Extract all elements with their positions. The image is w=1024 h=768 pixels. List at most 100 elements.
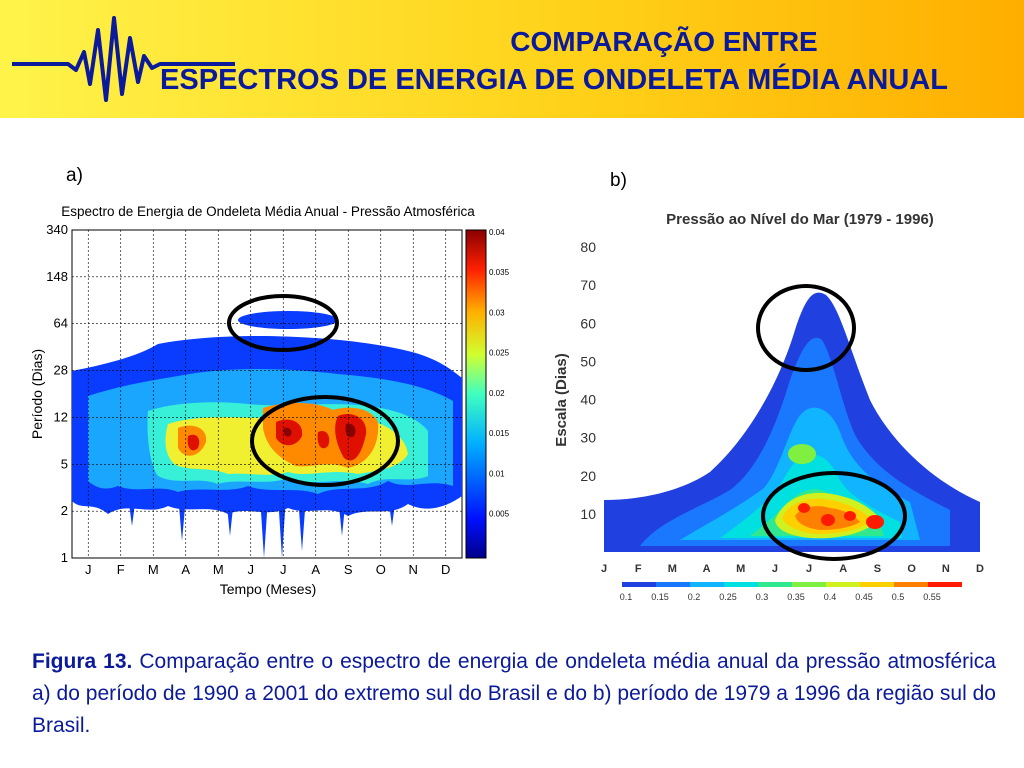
chart-a-xtick: J: [280, 562, 287, 577]
chart-b-ytick: 60: [580, 315, 596, 331]
figure-caption: Figura 13. Comparação entre o espectro d…: [32, 646, 996, 742]
chart-a-ytick: 2: [61, 503, 68, 518]
chart-b-colorbar-tick: 0.25: [719, 592, 737, 602]
chart-a-ytick: 28: [54, 363, 68, 378]
chart-b-annotation-ellipse-1: [756, 284, 856, 372]
chart-b-ytick: 40: [580, 392, 596, 408]
heat-b-peak-2: [821, 514, 835, 526]
heat-red: [187, 414, 367, 461]
chart-b: Pressão ao Nível do Mar (1979 - 1996) 80…: [553, 211, 984, 602]
chart-b-ylabel: Escala (Dias): [553, 353, 570, 446]
chart-b-xtick: D: [976, 563, 984, 575]
chart-a-colorbar-tick: 0.015: [489, 429, 510, 438]
chart-a-xtick: F: [117, 562, 125, 577]
title-line-1: COMPARAÇÃO ENTRE: [510, 26, 818, 57]
chart-a-colorbar-tick: 0.04: [489, 228, 505, 237]
chart-a-colorbar-tick: 0.025: [489, 349, 510, 358]
chart-a-xtick: S: [344, 562, 353, 577]
chart-a-xtick: J: [85, 562, 92, 577]
chart-a-xtick: M: [148, 562, 159, 577]
chart-b-xtick: A: [839, 563, 847, 575]
chart-b-colorbar-tick: 0.1: [620, 592, 633, 602]
chart-a-ylabel: Período (Dias): [29, 349, 45, 439]
chart-b-xtick: J: [806, 563, 812, 575]
chart-b-ytick: 70: [580, 277, 596, 293]
chart-a-annotation-ellipse-1: [227, 294, 339, 352]
chart-a-xtick: J: [248, 562, 255, 577]
chart-a-xtick: O: [376, 562, 386, 577]
chart-a-xtick: A: [311, 562, 320, 577]
chart-b-xtick: M: [668, 563, 677, 575]
chart-b-colorbar-tick: 0.2: [688, 592, 701, 602]
chart-b-colorbar-tick: 0.5: [892, 592, 905, 602]
chart-b-colorbar-swatch: [928, 582, 962, 587]
chart-b-colorbar-swatch: [622, 582, 656, 587]
chart-b-colorbar-swatch: [792, 582, 826, 587]
chart-b-ytick: 30: [580, 430, 596, 446]
chart-b-ticks: 80 70 60 50 40 30 20 10 J F M A M J J A S O N D: [580, 239, 984, 575]
chart-a-xtick: A: [181, 562, 190, 577]
chart-a-colorbar-tick: 0.02: [489, 389, 505, 398]
heat-b-l5: [788, 444, 816, 464]
chart-a-ytick: 5: [61, 456, 68, 471]
wave-line: [12, 16, 235, 102]
chart-b-colorbar-swatch: [826, 582, 860, 587]
chart-a-colorbar-tick: 0.005: [489, 510, 510, 519]
heat-b-peak-3: [844, 511, 856, 521]
chart-a-colorbar-tick: 0.03: [489, 308, 505, 317]
chart-a-colorbar-ticks: 0.04 0.035 0.03 0.025 0.02 0.015 0.01 0.005: [489, 228, 510, 519]
chart-b-colorbar-tick: 0.45: [855, 592, 873, 602]
chart-b-colorbar-swatch: [656, 582, 690, 587]
chart-b-xtick: M: [736, 563, 745, 575]
chart-a-xtick: D: [441, 562, 450, 577]
chart-b-ytick: 50: [580, 353, 596, 369]
chart-a-ytick: 12: [54, 409, 68, 424]
chart-a-xlabel: Tempo (Meses): [220, 581, 316, 597]
chart-a-ytick: 340: [46, 222, 68, 237]
caption-text: Comparação entre o espectro de energia d…: [32, 650, 996, 737]
heat-b-peak-4: [866, 515, 884, 529]
title-line-2: ESPECTROS DE ENERGIA DE ONDELETA MÉDIA A…: [160, 64, 948, 96]
chart-b-colorbar-swatch: [894, 582, 928, 587]
heat-b-peak-1: [798, 503, 810, 513]
chart-a-colorbar: [465, 229, 487, 559]
panel-b-label: b): [610, 170, 627, 191]
chart-b-ytick: 20: [580, 468, 596, 484]
chart-b-xtick: J: [601, 563, 607, 575]
chart-b-colorbar-swatch: [758, 582, 792, 587]
chart-a-annotation-ellipse-2: [250, 395, 400, 487]
chart-a-colorbar-tick: 0.01: [489, 469, 505, 478]
chart-a-xtick: M: [213, 562, 224, 577]
chart-a-grid: [72, 230, 462, 558]
chart-a-ytick: 64: [54, 316, 68, 331]
chart-b-colorbar: 0.1 0.15 0.2 0.25 0.3 0.35 0.4 0.45 0.5 0.55: [620, 582, 962, 602]
chart-a: Espectro de Energia de Ondeleta Média An…: [29, 204, 510, 597]
chart-b-xtick: N: [942, 563, 950, 575]
chart-b-xtick: S: [874, 563, 881, 575]
chart-b-title: Pressão ao Nível do Mar (1979 - 1996): [666, 211, 934, 228]
chart-b-colorbar-swatch: [860, 582, 894, 587]
caption-figure-label: Figura 13.: [32, 650, 133, 673]
chart-b-colorbar-tick: 0.55: [923, 592, 941, 602]
chart-b-annotation-ellipse-2: [761, 471, 907, 561]
chart-b-colorbar-tick: 0.35: [787, 592, 805, 602]
chart-b-xtick: F: [635, 563, 642, 575]
chart-b-xtick: A: [703, 563, 711, 575]
wave-logo-icon: [12, 16, 235, 102]
chart-a-xtick: N: [409, 562, 418, 577]
chart-b-xtick: O: [907, 563, 916, 575]
chart-b-colorbar-tick: 0.15: [651, 592, 669, 602]
chart-b-colorbar-swatch: [724, 582, 758, 587]
chart-b-colorbar-tick: 0.4: [824, 592, 837, 602]
slide-header: COMPARAÇÃO ENTRE ESPECTROS DE ENERGIA DE…: [0, 0, 1024, 118]
chart-a-ytick: 1: [61, 550, 68, 565]
chart-b-colorbar-swatch: [690, 582, 724, 587]
chart-a-ticks: J F M A M J J A S O N D 340 148 64 28 12 5 2 1: [46, 222, 450, 577]
panel-a-label: a): [66, 165, 83, 186]
chart-b-ytick: 80: [580, 239, 596, 255]
chart-a-colorbar-tick: 0.035: [489, 268, 510, 277]
chart-a-ytick: 148: [46, 269, 68, 284]
chart-b-heatmap: [604, 292, 980, 552]
heat-spikes: [128, 494, 396, 558]
heat-band-64: [238, 311, 338, 329]
